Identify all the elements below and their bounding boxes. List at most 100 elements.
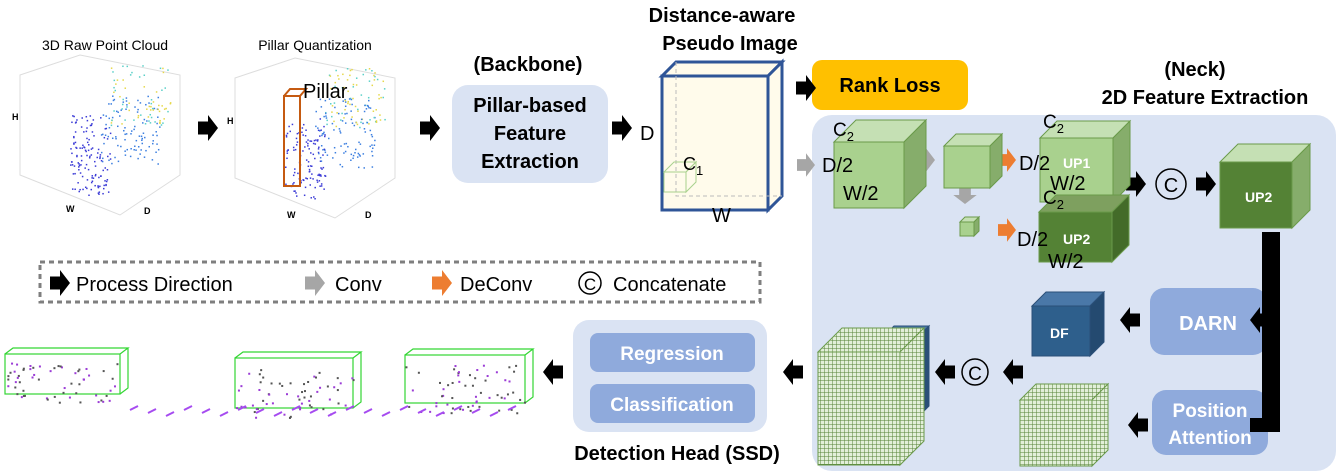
point [349,103,351,106]
point [7,378,10,381]
point [80,164,82,166]
point [94,174,97,177]
point [100,117,102,119]
d2-label: D/2 [822,155,853,177]
point [503,397,506,400]
point [159,122,161,124]
point [348,98,351,100]
point [374,75,376,78]
backbone-heading: (Backbone) [474,54,583,76]
point [138,76,141,78]
point [141,142,144,145]
point [297,395,300,398]
point [474,377,477,380]
point [97,186,100,189]
point [295,137,298,140]
point [320,129,322,131]
point [318,146,320,149]
point [143,86,146,88]
c2-label: C2 [1043,112,1064,136]
point [515,364,518,367]
point [314,143,317,145]
neck-title: 2D Feature Extraction [1102,87,1309,109]
point [344,105,347,108]
cube-front [959,221,975,237]
cube-front [1219,161,1293,229]
point [113,110,115,112]
point [259,381,262,384]
point [326,123,328,126]
point [142,122,144,124]
point [343,143,346,145]
point [375,109,377,111]
point [102,169,104,172]
point [113,79,116,82]
point [122,79,124,81]
cube-front [817,351,901,466]
point [350,110,352,112]
point [101,160,104,163]
point [78,163,80,165]
point [150,116,153,119]
point [125,100,128,102]
point [105,127,108,130]
backbone-box [452,85,608,183]
point [336,389,339,392]
point [278,382,281,385]
position-attention-line-1: Position [1173,401,1248,422]
point [339,132,342,134]
point [325,117,328,119]
point [360,121,362,124]
point [100,134,103,136]
point [315,110,317,113]
point [357,152,360,155]
point [124,87,127,89]
point [22,368,25,371]
point [312,153,315,156]
point [78,383,81,386]
point [124,119,126,121]
point [82,144,84,147]
regression-label: Regression [620,344,723,365]
classification-label: Classification [610,395,734,416]
point [16,363,19,366]
point [121,103,124,106]
point [283,413,286,416]
point [131,71,133,74]
point [362,153,365,155]
point [303,396,306,399]
point [121,108,123,110]
point [371,144,373,146]
point [344,122,347,124]
point [320,185,323,187]
point [94,165,97,167]
point [358,154,361,156]
point [85,367,88,370]
point [347,102,349,105]
point [144,123,147,125]
point [137,108,139,111]
point [309,184,312,186]
point [92,177,95,179]
point [83,146,86,149]
point [78,166,80,168]
point [85,163,88,166]
pseudo-image-cube [658,58,786,214]
legend-deconv-label: DeConv [460,274,532,296]
point [124,154,127,156]
point [293,190,295,192]
point [375,121,378,123]
legend-conv-arrow-icon [305,270,325,296]
fused-feature-cube [816,326,926,467]
point [329,75,332,77]
point [86,187,88,190]
point [299,406,302,409]
point [382,96,384,99]
point [119,95,121,98]
point [142,65,144,67]
point [321,168,323,170]
point [105,115,107,117]
point [451,381,454,384]
point [319,135,321,137]
